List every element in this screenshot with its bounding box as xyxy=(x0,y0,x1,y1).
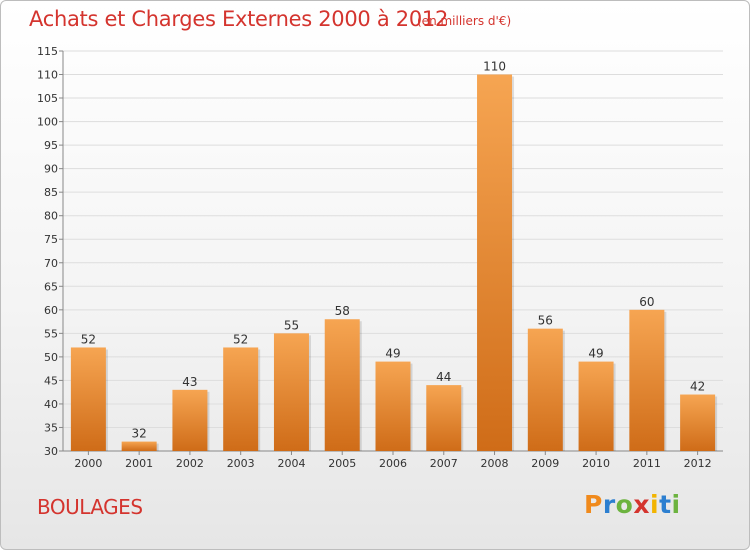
labels: 30 35 40 45 50 55 60 65 70 75 80 85 90 95 100 105 110 115… xyxy=(37,45,712,470)
value-label: 49 xyxy=(385,347,400,361)
logo-letter: t xyxy=(659,490,672,519)
y-tick-label: 40 xyxy=(44,398,58,411)
value-label: 52 xyxy=(81,332,96,346)
bar-2010 xyxy=(578,361,614,451)
y-tick-label: 35 xyxy=(44,421,58,434)
logo-letter: o xyxy=(615,490,634,519)
x-tick-label: 2008 xyxy=(481,457,509,470)
value-label: 56 xyxy=(538,314,553,328)
y-tick-label: 80 xyxy=(44,210,58,223)
y-tick-label: 105 xyxy=(37,92,58,105)
bar-2003 xyxy=(223,347,259,451)
value-label: 44 xyxy=(436,370,451,384)
y-tick-label: 115 xyxy=(37,45,58,58)
logo-letter: P xyxy=(584,490,603,519)
y-tick-label: 30 xyxy=(44,445,58,458)
bar-2005 xyxy=(324,319,360,451)
bar-2004 xyxy=(273,333,309,451)
bars xyxy=(70,74,718,451)
chart-title: Achats et Charges Externes 2000 à 2012 xyxy=(29,7,449,31)
x-tick-label: 2000 xyxy=(74,457,102,470)
bar-2006 xyxy=(375,361,411,451)
logo-letter: i xyxy=(650,490,660,519)
proxiti-logo[interactable]: Proxiti xyxy=(584,490,681,519)
x-tick-label: 2003 xyxy=(227,457,255,470)
x-tick-label: 2001 xyxy=(125,457,153,470)
bar-2009 xyxy=(527,328,563,451)
x-tick-label: 2009 xyxy=(531,457,559,470)
bar-2008 xyxy=(477,74,513,451)
y-tick-label: 75 xyxy=(44,233,58,246)
x-tick-label: 2007 xyxy=(430,457,458,470)
bar-2012 xyxy=(680,394,716,451)
y-tick-label: 85 xyxy=(44,186,58,199)
value-label: 60 xyxy=(639,295,654,309)
y-tick-label: 90 xyxy=(44,163,58,176)
x-tick-label: 2004 xyxy=(277,457,305,470)
chart-unit: (en milliers d'€) xyxy=(417,14,512,28)
logo-letter: x xyxy=(633,490,650,519)
commune-name: BOULAGES xyxy=(37,495,143,519)
y-tick-label: 55 xyxy=(44,327,58,340)
value-label: 49 xyxy=(588,347,603,361)
bar-2001 xyxy=(121,441,157,451)
logo-letter: r xyxy=(602,490,616,519)
bar-2000 xyxy=(70,347,106,451)
y-tick-label: 50 xyxy=(44,351,58,364)
logo-letter: i xyxy=(671,490,681,519)
y-tick-label: 60 xyxy=(44,304,58,317)
x-tick-label: 2012 xyxy=(684,457,712,470)
value-label: 52 xyxy=(233,332,248,346)
y-tick-label: 110 xyxy=(37,69,58,82)
x-tick-label: 2006 xyxy=(379,457,407,470)
y-tick-label: 100 xyxy=(37,116,58,129)
value-label: 43 xyxy=(182,375,197,389)
bar-2007 xyxy=(426,385,462,451)
x-tick-label: 2002 xyxy=(176,457,204,470)
bar-2002 xyxy=(172,389,208,451)
y-tick-label: 70 xyxy=(44,257,58,270)
x-tick-label: 2011 xyxy=(633,457,661,470)
value-label: 58 xyxy=(335,304,350,318)
x-tick-label: 2005 xyxy=(328,457,356,470)
x-tick-label: 2010 xyxy=(582,457,610,470)
y-tick-label: 65 xyxy=(44,280,58,293)
value-label: 110 xyxy=(483,60,506,74)
value-label: 32 xyxy=(132,427,147,441)
bar-2011 xyxy=(629,309,665,451)
y-tick-label: 45 xyxy=(44,374,58,387)
value-label: 42 xyxy=(690,380,705,394)
value-label: 55 xyxy=(284,318,299,332)
y-tick-label: 95 xyxy=(44,139,58,152)
